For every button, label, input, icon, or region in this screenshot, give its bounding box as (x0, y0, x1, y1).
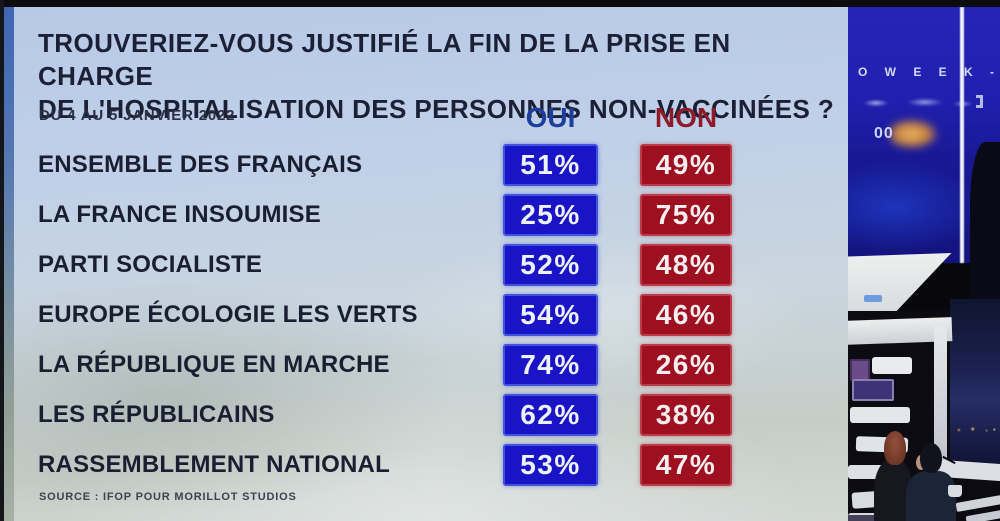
studio-shelf-bar (872, 357, 912, 374)
non-value-badge: 26% (640, 344, 732, 386)
studio-night-window (950, 299, 1000, 471)
studio-purple-screen (852, 379, 894, 401)
non-value-badge: 47% (640, 444, 732, 486)
table-row: LA RÉPUBLIQUE EN MARCHE 74% 26% (14, 344, 848, 394)
photo-left-edge (0, 0, 4, 521)
source-credit: SOURCE : IFOP POUR MORILLOT STUDIOS (39, 491, 297, 503)
studio-screen-mark (976, 95, 983, 108)
non-value-badge: 49% (640, 144, 732, 186)
table-row: RASSEMBLEMENT NATIONAL 53% 47% (14, 444, 848, 494)
presenter-woman-hair (884, 431, 906, 465)
column-header-non: NON (654, 102, 718, 133)
table-row: ENSEMBLE DES FRANÇAIS 51% 49% (14, 144, 848, 194)
studio-skyline-lights (848, 95, 988, 111)
oui-value-badge: 52% (503, 244, 598, 286)
column-header-oui: OUI (525, 102, 576, 133)
non-value-badge: 48% (640, 244, 732, 286)
poll-table: ENSEMBLE DES FRANÇAIS 51% 49% LA FRANCE … (14, 144, 848, 494)
studio-frame-edge (960, 7, 964, 263)
row-label: LES RÉPUBLICAINS (38, 401, 275, 428)
poll-title-line-2: DE L'HOSPITALISATION DES PERSONNES NON-V… (38, 94, 835, 124)
row-label: RASSEMBLEMENT NATIONAL (38, 451, 390, 478)
oui-value-badge: 62% (503, 394, 598, 436)
studio-shelf-bar (850, 407, 910, 423)
presenter-man-hair (920, 443, 942, 473)
poll-panel: TROUVERIEZ-VOUS JUSTIFIÉ LA FIN DE LA PR… (14, 7, 848, 521)
non-value-badge: 46% (640, 294, 732, 336)
row-label: PARTI SOCIALISTE (38, 251, 263, 278)
oui-value-badge: 51% (503, 144, 598, 186)
row-label: ENSEMBLE DES FRANÇAIS (38, 151, 363, 178)
studio-ceiling-detail (864, 295, 882, 302)
table-row: LA FRANCE INSOUMISE 25% 75% (14, 194, 848, 244)
studio-background: O W E E K - 00 (848, 7, 1000, 521)
oui-value-badge: 54% (503, 294, 598, 336)
oui-value-badge: 25% (503, 194, 598, 236)
row-label: EUROPE ÉCOLOGIE LES VERTS (38, 301, 418, 328)
table-row: PARTI SOCIALISTE 52% 48% (14, 244, 848, 294)
desk-cup (948, 485, 962, 497)
presenter-man-body (906, 471, 956, 521)
presenter-woman-body (874, 459, 912, 521)
studio-screen-number: 00 (874, 125, 894, 142)
studio-screen-caption: O W E E K - (858, 65, 1000, 79)
non-value-badge: 38% (640, 394, 732, 436)
photo-top-edge (0, 0, 1000, 7)
oui-value-badge: 53% (503, 444, 598, 486)
studio-purple-frames (850, 359, 870, 381)
oui-value-badge: 74% (503, 344, 598, 386)
non-value-badge: 75% (640, 194, 732, 236)
row-label: LA FRANCE INSOUMISE (38, 201, 321, 228)
row-label: LA RÉPUBLIQUE EN MARCHE (38, 351, 390, 378)
poll-date-range: DU 4 AU 5 JANVIER 2022 (39, 107, 236, 124)
poll-title: TROUVERIEZ-VOUS JUSTIFIÉ LA FIN DE LA PR… (38, 27, 838, 126)
studio-city-lights (952, 425, 998, 435)
table-row: LES RÉPUBLICAINS 62% 38% (14, 394, 848, 444)
studio-orange-light (890, 119, 938, 149)
screen-left-blue-strip (4, 7, 14, 521)
poll-title-line-1: TROUVERIEZ-VOUS JUSTIFIÉ LA FIN DE LA PR… (38, 28, 731, 91)
table-row: EUROPE ÉCOLOGIE LES VERTS 54% 46% (14, 294, 848, 344)
